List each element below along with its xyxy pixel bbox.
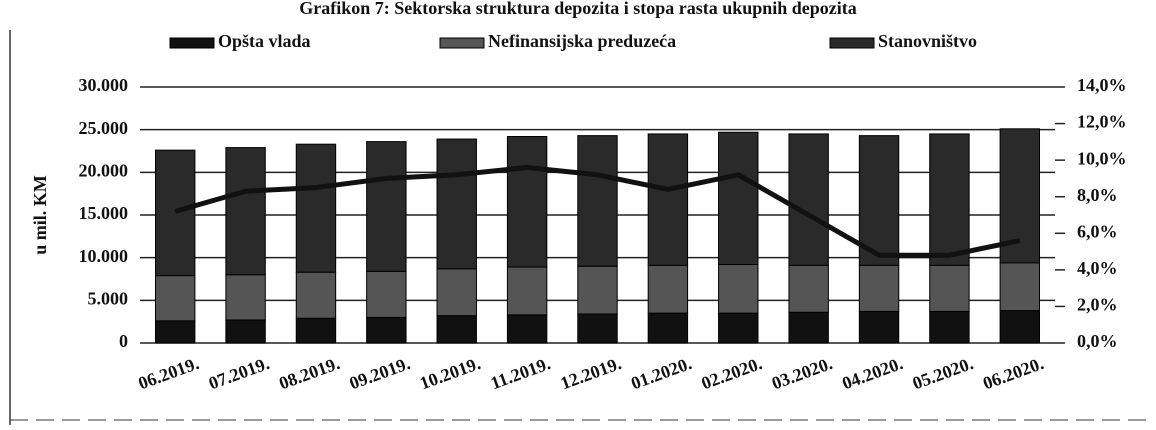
- bar-segment: [577, 135, 618, 267]
- x-tick-label: 01.2020.: [628, 353, 694, 393]
- y-tick-label: 25.000: [79, 118, 129, 138]
- y2-tick-label: 8,0%: [1077, 185, 1118, 205]
- x-tick-label: 05.2020.: [910, 353, 976, 393]
- bar-segment: [577, 265, 618, 315]
- x-tick-label: 04.2020.: [839, 353, 905, 393]
- bar-segment: [225, 319, 266, 344]
- x-tick-label: 03.2020.: [769, 353, 835, 393]
- bar-segment: [718, 131, 759, 265]
- x-tick-label: 09.2019.: [347, 353, 413, 393]
- y2-tick-label: 0,0%: [1077, 331, 1118, 351]
- y-tick-label: 0: [119, 331, 128, 351]
- bar-segment: [295, 317, 337, 344]
- bar-segment: [647, 312, 689, 344]
- bar-segment: [225, 274, 266, 321]
- legend-label: Opšta vlada: [218, 31, 311, 51]
- y2-tick-label: 10,0%: [1077, 148, 1127, 168]
- legend-swatch: [829, 37, 875, 49]
- bar-segment: [999, 310, 1041, 344]
- bar-segment: [366, 316, 407, 344]
- y2-tick-label: 14,0%: [1077, 75, 1127, 95]
- legend-swatch: [439, 37, 485, 49]
- legend-label: Nefinansijska preduzeća: [488, 31, 676, 51]
- legend-swatch: [169, 37, 215, 49]
- y2-tick-label: 2,0%: [1077, 295, 1118, 315]
- bar-segment: [295, 143, 337, 273]
- bar-segment: [858, 135, 900, 266]
- y2-tick-label: 12,0%: [1077, 112, 1127, 132]
- x-tick-label: 06.2020.: [980, 353, 1046, 393]
- bar-segment: [647, 264, 689, 314]
- bar-segment: [225, 147, 266, 276]
- bar-segment: [788, 311, 829, 344]
- x-tick-label: 11.2019.: [488, 353, 553, 393]
- y-tick-label: 30.000: [79, 75, 129, 95]
- x-tick-label: 10.2019.: [417, 353, 483, 393]
- bar-segment: [366, 270, 407, 318]
- bar-segment: [718, 312, 759, 344]
- bar-segment: [436, 315, 477, 344]
- bar-segment: [506, 266, 548, 316]
- y2-tick-label: 4,0%: [1077, 258, 1118, 278]
- bar-segment: [577, 313, 618, 344]
- chart-title: Grafikon 7: Sektorska struktura depozita…: [299, 0, 857, 18]
- x-tick-label: 08.2019.: [276, 353, 342, 393]
- x-tick-label: 07.2019.: [206, 353, 272, 393]
- bar-segment: [999, 262, 1041, 312]
- y-tick-label: 5.000: [88, 288, 129, 308]
- bar-segment: [436, 268, 477, 317]
- bar-segment: [295, 271, 337, 319]
- growth-line: [174, 164, 1021, 258]
- bar-segment: [929, 310, 970, 344]
- y-axis-label: u mil. KM: [30, 175, 50, 255]
- bar-segment: [506, 135, 548, 268]
- legend-label: Stanovništvo: [878, 31, 977, 51]
- bar-segment: [506, 314, 548, 344]
- x-tick-label: 12.2019.: [558, 353, 624, 393]
- y-tick-label: 10.000: [79, 246, 129, 266]
- bar-segment: [718, 263, 759, 314]
- x-tick-label: 06.2019.: [136, 353, 202, 393]
- y-tick-label: 15.000: [79, 203, 129, 223]
- bar-segment: [154, 149, 196, 277]
- bar-segment: [788, 264, 829, 313]
- y-tick-label: 20.000: [79, 160, 129, 180]
- bar-segment: [647, 133, 689, 266]
- bar-segment: [999, 128, 1041, 264]
- bar-segment: [929, 133, 970, 266]
- bar-segment: [154, 320, 196, 344]
- x-tick-label: 02.2020.: [699, 353, 765, 393]
- bar-segment: [929, 264, 970, 312]
- y2-tick-label: 6,0%: [1077, 221, 1118, 241]
- bar-segment: [366, 141, 407, 272]
- bar-segment: [154, 275, 196, 322]
- bar-segment: [858, 310, 900, 344]
- bar-segment: [436, 138, 477, 270]
- bar-segment: [858, 264, 900, 312]
- bar-segment: [788, 133, 829, 266]
